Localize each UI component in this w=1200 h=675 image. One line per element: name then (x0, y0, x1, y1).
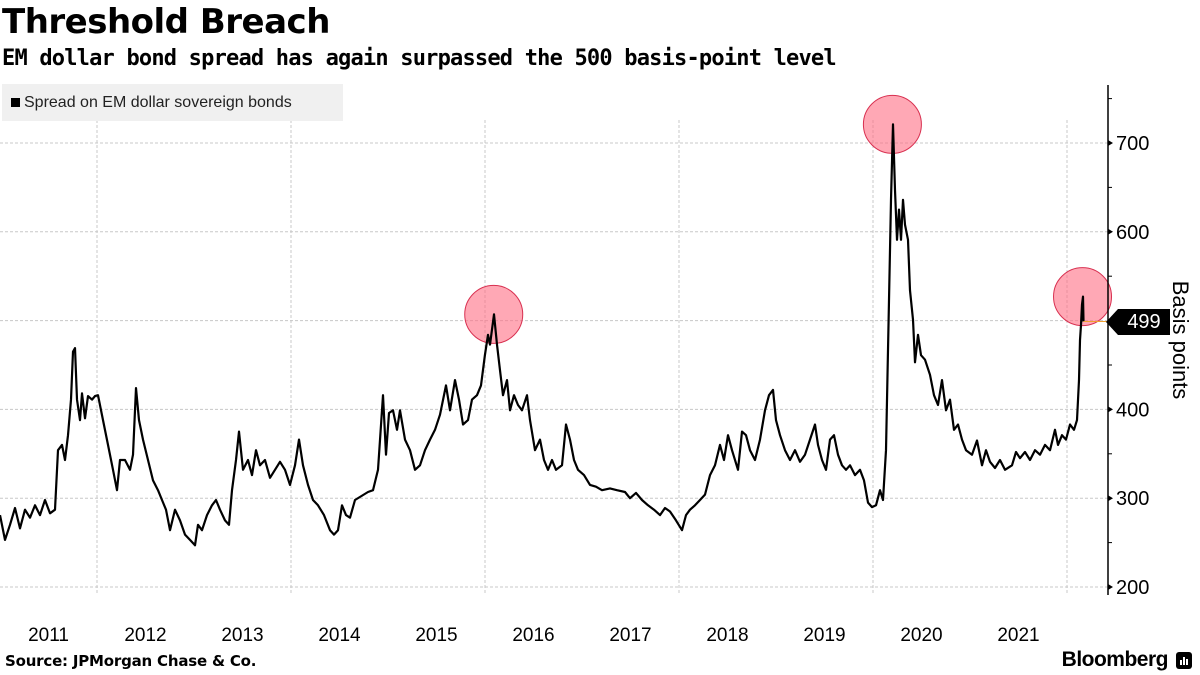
bloomberg-chart-icon (1176, 651, 1192, 669)
x-axis: 2011 2012 2013 2014 2015 2016 2017 2018 2019 2020… (28, 625, 1040, 646)
x-tick-label: 2021 (997, 625, 1039, 646)
y-tick-marker (1108, 406, 1113, 413)
x-tick-label: 2013 (221, 625, 263, 646)
y-tick-label: 200 (1116, 577, 1149, 599)
source-note: Source: JPMorgan Chase & Co. (5, 652, 257, 670)
y-tick-label: 300 (1116, 488, 1149, 510)
y-tick-marker (1108, 228, 1113, 235)
gridlines (0, 120, 1108, 595)
legend-label: Spread on EM dollar sovereign bonds (24, 93, 292, 111)
series-line (0, 123, 1085, 547)
y-axis-label: Basis points (1168, 280, 1193, 400)
x-tick-label: 2020 (900, 625, 942, 646)
legend: Spread on EM dollar sovereign bonds (2, 84, 343, 121)
y-tick-marker (1108, 584, 1113, 590)
y-tick-marker (1108, 495, 1113, 502)
x-tick-label: 2018 (706, 625, 748, 646)
x-tick-label: 2015 (415, 625, 457, 646)
x-tick-label: 2016 (512, 625, 554, 646)
chart-title: Threshold Breach (2, 2, 330, 42)
x-tick-label: 2017 (609, 625, 651, 646)
y-tick-label: 700 (1116, 133, 1149, 155)
brand-name: Bloomberg (1061, 648, 1169, 671)
x-tick-label: 2011 (28, 625, 69, 646)
chart-subtitle: EM dollar bond spread has again surpasse… (2, 46, 837, 71)
y-tick-marker (1108, 140, 1113, 146)
y-tick-label: 400 (1116, 399, 1149, 421)
highlight-circles (464, 94, 1113, 344)
series-group (0, 123, 1118, 547)
y-tick-label: 600 (1116, 222, 1149, 244)
brand-logo: Bloomberg (1062, 648, 1192, 672)
y-axis: 200 300 400 600 700 (1107, 85, 1149, 599)
x-tick-label: 2012 (124, 625, 166, 646)
x-tick-label: 2014 (318, 625, 361, 646)
current-value-badge: 499 (1106, 309, 1170, 335)
x-tick-label: 2019 (803, 625, 845, 646)
legend-swatch (11, 98, 20, 107)
